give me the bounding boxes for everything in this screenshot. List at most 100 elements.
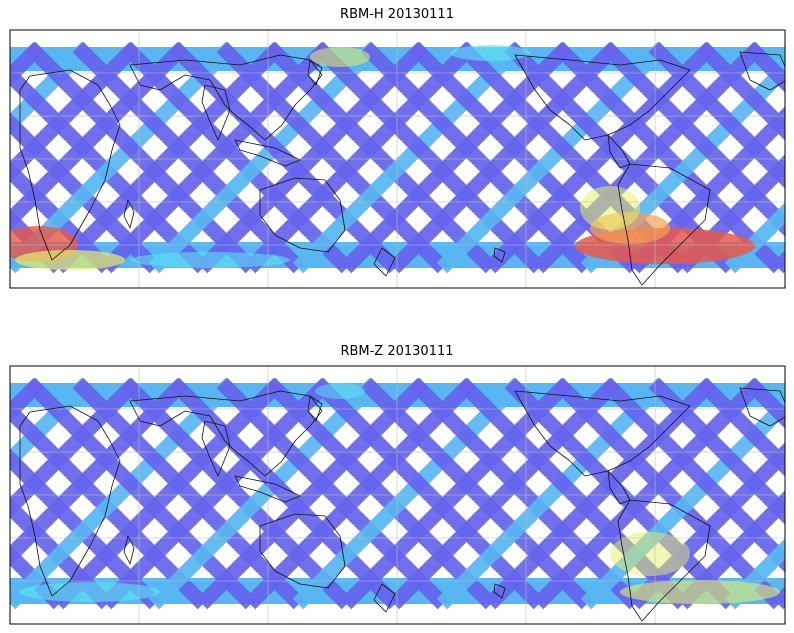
descending-track — [168, 41, 401, 274]
radiation-hotspot — [620, 580, 780, 604]
descending-track — [10, 112, 161, 274]
descending-track — [10, 256, 17, 269]
radiation-hotspot — [580, 186, 640, 230]
ascending-track — [388, 377, 621, 610]
ascending-track — [10, 41, 93, 135]
ascending-track — [340, 377, 573, 610]
ascending-track — [52, 377, 285, 610]
panel-title-rbm-z: RBM-Z 20130111 — [340, 344, 454, 359]
japan-coast — [307, 59, 323, 86]
australia-coast — [259, 177, 346, 253]
radiation-hotspot — [310, 47, 370, 67]
radiation-hotspot — [315, 383, 365, 399]
ascending-track — [244, 377, 477, 610]
radiation-hotspot — [130, 252, 290, 268]
india-coast — [201, 420, 231, 477]
ascending-track — [10, 41, 189, 231]
ascending-track — [724, 538, 785, 610]
satellite-tracks-rbm-h — [10, 41, 785, 274]
coastlines-rbm-z — [19, 387, 785, 622]
descending-track — [600, 41, 785, 237]
africa-coast — [19, 69, 121, 261]
satellite-tracks-rbm-z — [10, 377, 785, 610]
descending-track — [696, 377, 785, 477]
central-america-coast — [607, 134, 631, 169]
ascending-track — [340, 41, 573, 274]
ascending-track — [436, 41, 669, 274]
greenland-coast — [739, 51, 785, 91]
descending-track — [120, 41, 353, 274]
new-zealand-coast — [373, 583, 396, 613]
descending-track — [120, 377, 353, 610]
ascending-track — [484, 41, 717, 274]
map-panel-rbm-z — [9, 365, 786, 625]
descending-track — [696, 41, 785, 141]
descending-track — [10, 64, 209, 274]
madagascar-coast — [123, 199, 135, 229]
descending-track — [10, 400, 209, 610]
ascending-track — [10, 377, 93, 471]
ascending-track — [436, 377, 669, 610]
descending-track — [10, 592, 17, 605]
japan-coast — [307, 395, 323, 422]
descending-track — [648, 377, 785, 525]
descending-track — [408, 377, 641, 610]
map-frame-rbm-h — [9, 29, 786, 289]
south-america-coast — [617, 499, 711, 622]
south-america-coast — [617, 163, 711, 286]
ascending-track — [532, 377, 765, 610]
radiation-hotspot — [450, 45, 530, 61]
north-america-coast — [514, 390, 691, 477]
asia-coast — [129, 54, 323, 141]
central-america-coast — [607, 470, 631, 505]
descending-track — [360, 41, 593, 274]
descending-track — [360, 377, 593, 610]
map-panel-rbm-h — [9, 29, 786, 289]
radiation-hotspot — [610, 532, 690, 576]
ascending-track — [196, 377, 429, 610]
descending-track — [72, 41, 305, 274]
descending-track — [10, 160, 113, 274]
north-america-coast — [514, 54, 691, 141]
ascending-track — [484, 377, 717, 610]
radiation-hotspot — [20, 582, 160, 602]
antarctic-island — [493, 247, 506, 263]
antarctic-island — [493, 583, 506, 599]
descending-track — [10, 544, 65, 610]
descending-track — [600, 377, 785, 573]
ascending-track — [100, 377, 333, 610]
ascending-track — [532, 41, 765, 274]
descending-track — [24, 41, 257, 274]
descending-track — [24, 377, 257, 610]
descending-track — [10, 448, 161, 610]
madagascar-coast — [123, 535, 135, 565]
greenland-coast — [739, 387, 785, 427]
ascending-track — [724, 202, 785, 274]
ascending-track — [676, 490, 785, 610]
coastlines-rbm-h — [19, 51, 785, 286]
australia-coast — [259, 513, 346, 589]
new-zealand-coast — [373, 247, 396, 277]
ascending-track — [292, 41, 525, 274]
indonesia-coast — [234, 139, 301, 167]
descending-track — [72, 377, 305, 610]
descending-track — [552, 377, 785, 610]
radiation-hotspot — [15, 250, 125, 270]
descending-track — [312, 41, 545, 274]
map-frame-rbm-z — [9, 365, 786, 625]
ascending-track — [676, 154, 785, 274]
ascending-track — [244, 41, 477, 274]
ascending-track — [10, 377, 189, 567]
ascending-track — [100, 41, 333, 274]
descending-track — [552, 41, 785, 274]
panel-title-rbm-h: RBM-H 20130111 — [340, 7, 454, 22]
ascending-track — [292, 377, 525, 610]
ascending-track — [196, 41, 429, 274]
descending-track — [312, 377, 545, 610]
descending-track — [168, 377, 401, 610]
indonesia-coast — [234, 475, 301, 503]
graticule-rbm-z — [10, 366, 785, 624]
asia-coast — [129, 390, 323, 477]
descending-track — [264, 377, 497, 610]
descending-track — [216, 377, 449, 610]
